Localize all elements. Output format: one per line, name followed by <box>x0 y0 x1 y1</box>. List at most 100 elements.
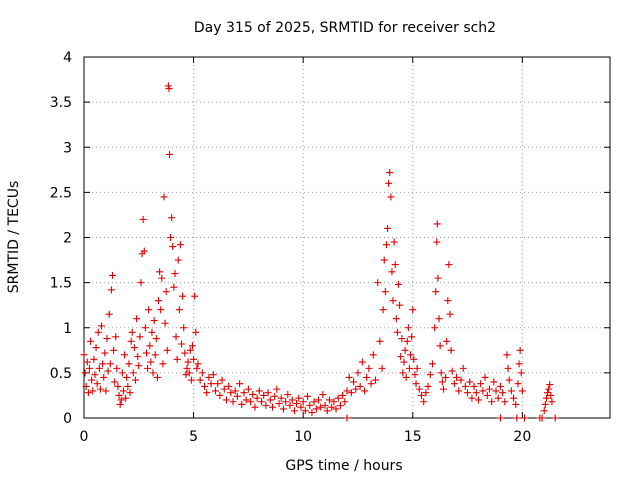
data-point <box>103 335 111 343</box>
data-point <box>404 324 412 332</box>
data-point <box>367 380 375 388</box>
data-point <box>381 288 389 296</box>
data-point <box>428 360 436 368</box>
data-point <box>212 387 219 395</box>
data-point <box>306 401 314 409</box>
data-point <box>501 398 509 406</box>
data-point <box>150 317 158 325</box>
data-point <box>499 389 507 397</box>
data-point <box>443 337 451 345</box>
data-point <box>384 224 392 232</box>
data-point <box>398 335 406 343</box>
data-point <box>159 360 167 368</box>
data-point <box>277 394 285 402</box>
y-tick-label: 2.5 <box>50 185 72 201</box>
data-point <box>165 85 173 93</box>
data-point <box>319 391 327 399</box>
data-point <box>481 373 489 381</box>
data-point <box>363 373 371 381</box>
data-point <box>176 241 184 249</box>
data-point <box>95 364 103 372</box>
data-point <box>332 405 340 413</box>
data-point <box>92 344 100 352</box>
data-point <box>214 380 222 388</box>
data-point <box>516 346 524 354</box>
data-point <box>403 337 411 345</box>
data-point <box>168 214 176 222</box>
data-point <box>186 346 194 354</box>
data-point <box>521 414 529 422</box>
data-point <box>420 398 428 406</box>
data-point <box>100 373 108 381</box>
data-point <box>146 342 154 350</box>
data-point <box>149 369 157 377</box>
data-point <box>540 407 548 415</box>
axis-ticks: 0 5 10 15 20 0 0.5 1 1.5 2 2.5 3 3.5 4 <box>50 50 610 445</box>
data-point <box>83 358 91 366</box>
data-point <box>505 376 513 384</box>
data-point <box>477 380 485 388</box>
data-point <box>401 346 409 354</box>
data-point <box>203 389 211 397</box>
data-point <box>229 398 237 406</box>
data-point <box>188 342 196 350</box>
data-point <box>185 369 193 377</box>
data-point <box>101 349 109 357</box>
data-point <box>271 392 279 400</box>
data-point <box>312 405 320 413</box>
data-point <box>141 324 149 332</box>
data-point <box>459 364 467 372</box>
data-point <box>258 398 266 406</box>
x-tick-label: 0 <box>80 429 89 445</box>
data-point <box>426 371 434 379</box>
data-point <box>470 382 478 390</box>
data-point <box>437 369 445 377</box>
data-point <box>181 349 189 357</box>
data-point <box>450 380 458 388</box>
data-point <box>433 238 441 246</box>
data-point <box>244 385 252 393</box>
data-point <box>132 376 140 384</box>
data-point <box>483 391 491 399</box>
data-point <box>343 387 351 395</box>
data-point <box>126 389 134 397</box>
data-point <box>170 283 178 291</box>
data-point <box>397 353 405 361</box>
data-point <box>260 391 268 399</box>
data-point <box>129 369 137 377</box>
data-point <box>496 382 504 390</box>
data-point <box>279 405 287 413</box>
data-point <box>106 360 114 368</box>
data-point <box>323 407 331 415</box>
data-point <box>352 385 360 393</box>
data-point <box>162 288 170 296</box>
data-point <box>128 328 136 336</box>
data-point <box>436 342 444 350</box>
data-point <box>444 297 452 305</box>
data-point <box>325 396 333 404</box>
data-point <box>222 396 230 404</box>
data-point <box>438 378 446 386</box>
data-point <box>288 396 296 404</box>
data-point <box>386 169 394 177</box>
data-point <box>157 306 165 314</box>
data-point <box>413 364 421 372</box>
data-point <box>151 351 159 359</box>
data-point <box>388 268 396 276</box>
data-point <box>358 358 366 366</box>
data-point <box>89 387 97 395</box>
data-point <box>433 220 441 228</box>
data-point <box>293 400 301 408</box>
data-point <box>547 391 555 399</box>
y-tick-label: 2 <box>63 231 72 247</box>
data-point <box>407 351 415 359</box>
data-point <box>209 371 217 379</box>
data-point <box>155 297 163 305</box>
data-point <box>446 310 454 318</box>
data-point <box>175 306 183 314</box>
data-point <box>171 270 179 278</box>
data-point <box>144 364 152 372</box>
data-point <box>167 234 175 241</box>
data-point <box>99 360 107 368</box>
data-point <box>347 389 355 397</box>
